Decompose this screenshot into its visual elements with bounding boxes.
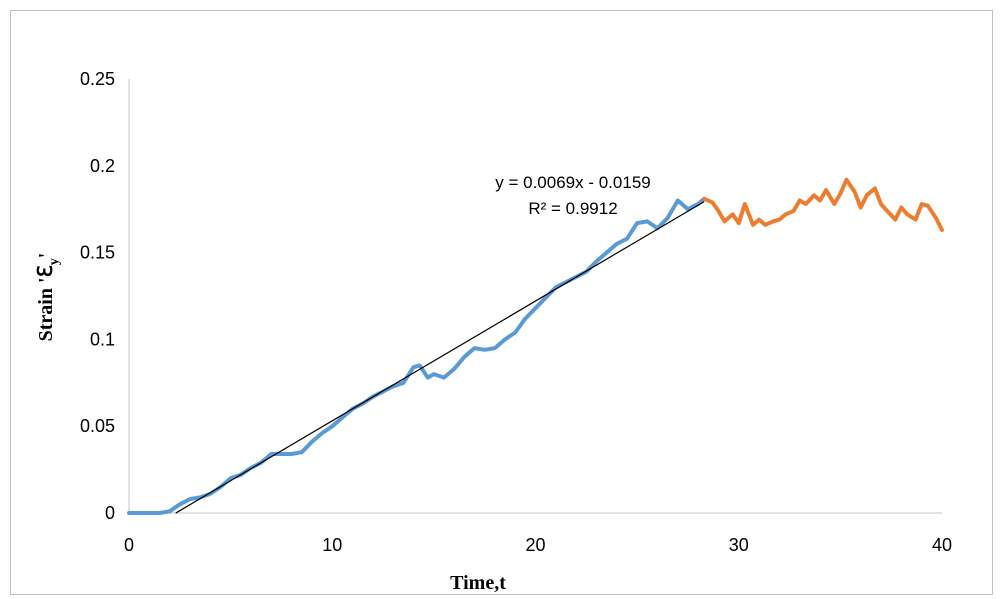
y-tick-label: 0.15 (80, 243, 115, 263)
trendline-layer (175, 201, 705, 514)
series-line-2 (702, 177, 944, 232)
x-tick-labels: 0 10 20 30 40 (124, 535, 952, 555)
trendline-equation: y = 0.0069x - 0.0159 (495, 173, 650, 192)
y-tick-label: 0.25 (80, 69, 115, 89)
y-axis-title-end: ' (35, 253, 57, 259)
x-tick-label: 30 (729, 535, 749, 555)
chart-frame (10, 10, 993, 595)
trendline (175, 201, 705, 514)
y-tick-label: 0 (105, 503, 115, 523)
x-tick-label: 40 (932, 535, 952, 555)
y-axis-title: Strain 'ℇy' (35, 253, 62, 342)
y-tick-label: 0.2 (90, 156, 115, 176)
series-line-1 (127, 196, 707, 515)
y-tick-label: 0.1 (90, 329, 115, 349)
y-axis-title-main: Strain ' (35, 277, 57, 341)
axes (128, 79, 942, 514)
y-axis-title-subscript: y (47, 258, 62, 265)
x-axis-title: Time,t (450, 572, 506, 594)
x-tick-label: 0 (124, 535, 134, 555)
y-tick-labels: 0 0.05 0.1 0.15 0.2 0.25 (80, 69, 115, 523)
x-tick-label: 20 (525, 535, 545, 555)
y-axis-title-symbol: ℇ (35, 265, 57, 277)
trendline-r-squared: R² = 0.9912 (528, 199, 617, 218)
y-tick-label: 0.05 (80, 416, 115, 436)
x-tick-label: 10 (322, 535, 342, 555)
series-layer (127, 177, 944, 515)
